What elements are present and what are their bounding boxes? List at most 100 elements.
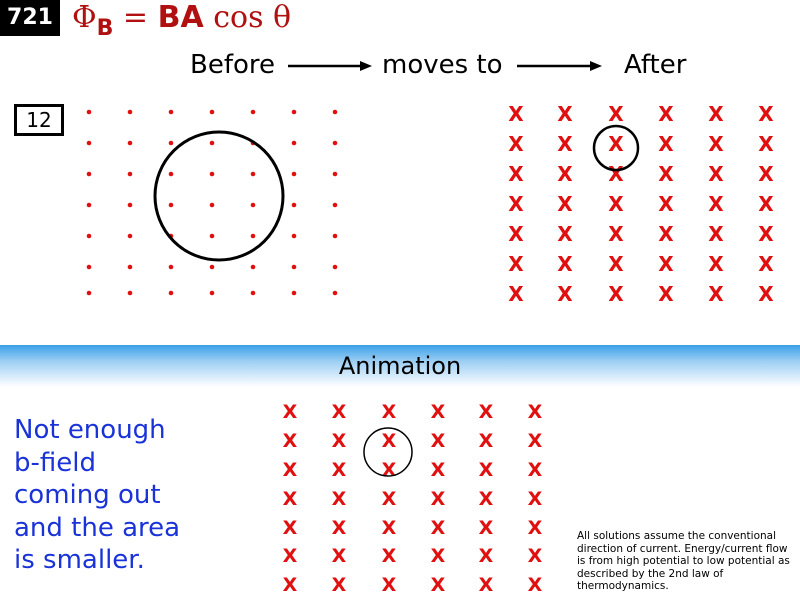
field-dot <box>332 290 338 296</box>
field-dot <box>291 109 297 115</box>
field-dot <box>250 109 256 115</box>
field-cross: X <box>608 132 624 156</box>
field-cross: X <box>382 517 397 539</box>
loop-before <box>153 130 285 262</box>
arrow-1 <box>288 61 372 71</box>
field-cross: X <box>708 222 724 246</box>
field-cross: X <box>608 282 624 306</box>
field-dot <box>332 140 338 146</box>
field-cross: X <box>658 162 674 186</box>
explanation-line: and the area <box>14 512 181 543</box>
before-field-dots <box>86 109 338 296</box>
field-dot <box>86 171 92 177</box>
field-cross: X <box>332 459 347 481</box>
field-cross: X <box>557 282 573 306</box>
field-cross: X <box>708 282 724 306</box>
field-cross: X <box>608 192 624 216</box>
arrow-2 <box>517 61 602 71</box>
field-cross: X <box>528 517 543 539</box>
field-cross: X <box>431 401 446 423</box>
field-cross: X <box>431 430 446 452</box>
field-cross: X <box>283 488 298 510</box>
field-dot <box>291 233 297 239</box>
field-cross: X <box>283 574 298 596</box>
field-dot <box>209 140 215 146</box>
field-dot <box>332 109 338 115</box>
field-dot <box>168 140 174 146</box>
animation-banner[interactable]: Animation <box>338 352 462 380</box>
field-dot <box>127 233 133 239</box>
field-cross: X <box>528 545 543 567</box>
field-dot <box>127 202 133 208</box>
field-dot <box>332 264 338 270</box>
field-dot <box>168 264 174 270</box>
field-cross: X <box>431 574 446 596</box>
field-cross: X <box>431 459 446 481</box>
field-cross: X <box>479 401 494 423</box>
after-field-crosses: XXXXXXXXXXXXXXXXXXXXXXXXXXXXXXXXXXXXXXXX… <box>508 102 774 306</box>
field-cross: X <box>332 401 347 423</box>
field-dot <box>209 264 215 270</box>
field-dot <box>86 290 92 296</box>
explanation-line: Not enough <box>14 415 166 445</box>
explanation-line: is smaller. <box>14 545 145 575</box>
field-dot <box>250 264 256 270</box>
field-cross: X <box>758 282 774 306</box>
field-cross: X <box>557 252 573 276</box>
field-dot <box>250 233 256 239</box>
field-cross: X <box>528 401 543 423</box>
field-dot <box>291 202 297 208</box>
field-cross: X <box>479 459 494 481</box>
explanation-line: b-field <box>14 447 96 478</box>
field-cross: X <box>528 430 543 452</box>
field-cross: X <box>508 162 524 186</box>
field-cross: X <box>479 517 494 539</box>
field-cross: X <box>758 252 774 276</box>
explanation-line: coming out <box>14 480 161 510</box>
loop-after <box>592 124 640 172</box>
banner-band <box>0 345 800 387</box>
field-cross: X <box>608 102 624 126</box>
field-cross: X <box>508 102 524 126</box>
field-cross: X <box>332 517 347 539</box>
field-dot <box>127 109 133 115</box>
field-cross: X <box>283 459 298 481</box>
field-dot <box>127 140 133 146</box>
footnote: All solutions assume the conventional di… <box>577 530 790 592</box>
field-dot <box>168 171 174 177</box>
field-cross: X <box>479 430 494 452</box>
field-cross: X <box>508 222 524 246</box>
field-dot <box>86 264 92 270</box>
field-cross: X <box>708 132 724 156</box>
field-dot <box>127 171 133 177</box>
field-cross: X <box>382 545 397 567</box>
field-cross: X <box>508 192 524 216</box>
field-dot <box>291 264 297 270</box>
phi: Φ <box>72 0 97 35</box>
field-dot <box>209 233 215 239</box>
field-cross: X <box>382 401 397 423</box>
problem-number: 12 <box>14 104 64 136</box>
field-cross: X <box>708 192 724 216</box>
field-dot <box>86 233 92 239</box>
field-cross: X <box>557 162 573 186</box>
field-cross: X <box>479 574 494 596</box>
field-cross: X <box>528 574 543 596</box>
field-cross: X <box>758 132 774 156</box>
field-cross: X <box>283 517 298 539</box>
loop-animation <box>363 427 413 477</box>
field-cross: X <box>382 430 397 452</box>
flux-formula: ΦB = BA cos θ <box>72 0 291 41</box>
field-dot <box>168 202 174 208</box>
field-cross: X <box>557 132 573 156</box>
field-cross: X <box>431 545 446 567</box>
moves-to-label: moves to <box>382 50 503 80</box>
before-label: Before <box>190 50 276 80</box>
equals: = <box>113 0 158 35</box>
field-cross: X <box>758 222 774 246</box>
field-cross: X <box>557 222 573 246</box>
field-dot <box>332 202 338 208</box>
ba-term: BA <box>157 0 204 35</box>
field-cross: X <box>332 488 347 510</box>
field-dot <box>250 202 256 208</box>
